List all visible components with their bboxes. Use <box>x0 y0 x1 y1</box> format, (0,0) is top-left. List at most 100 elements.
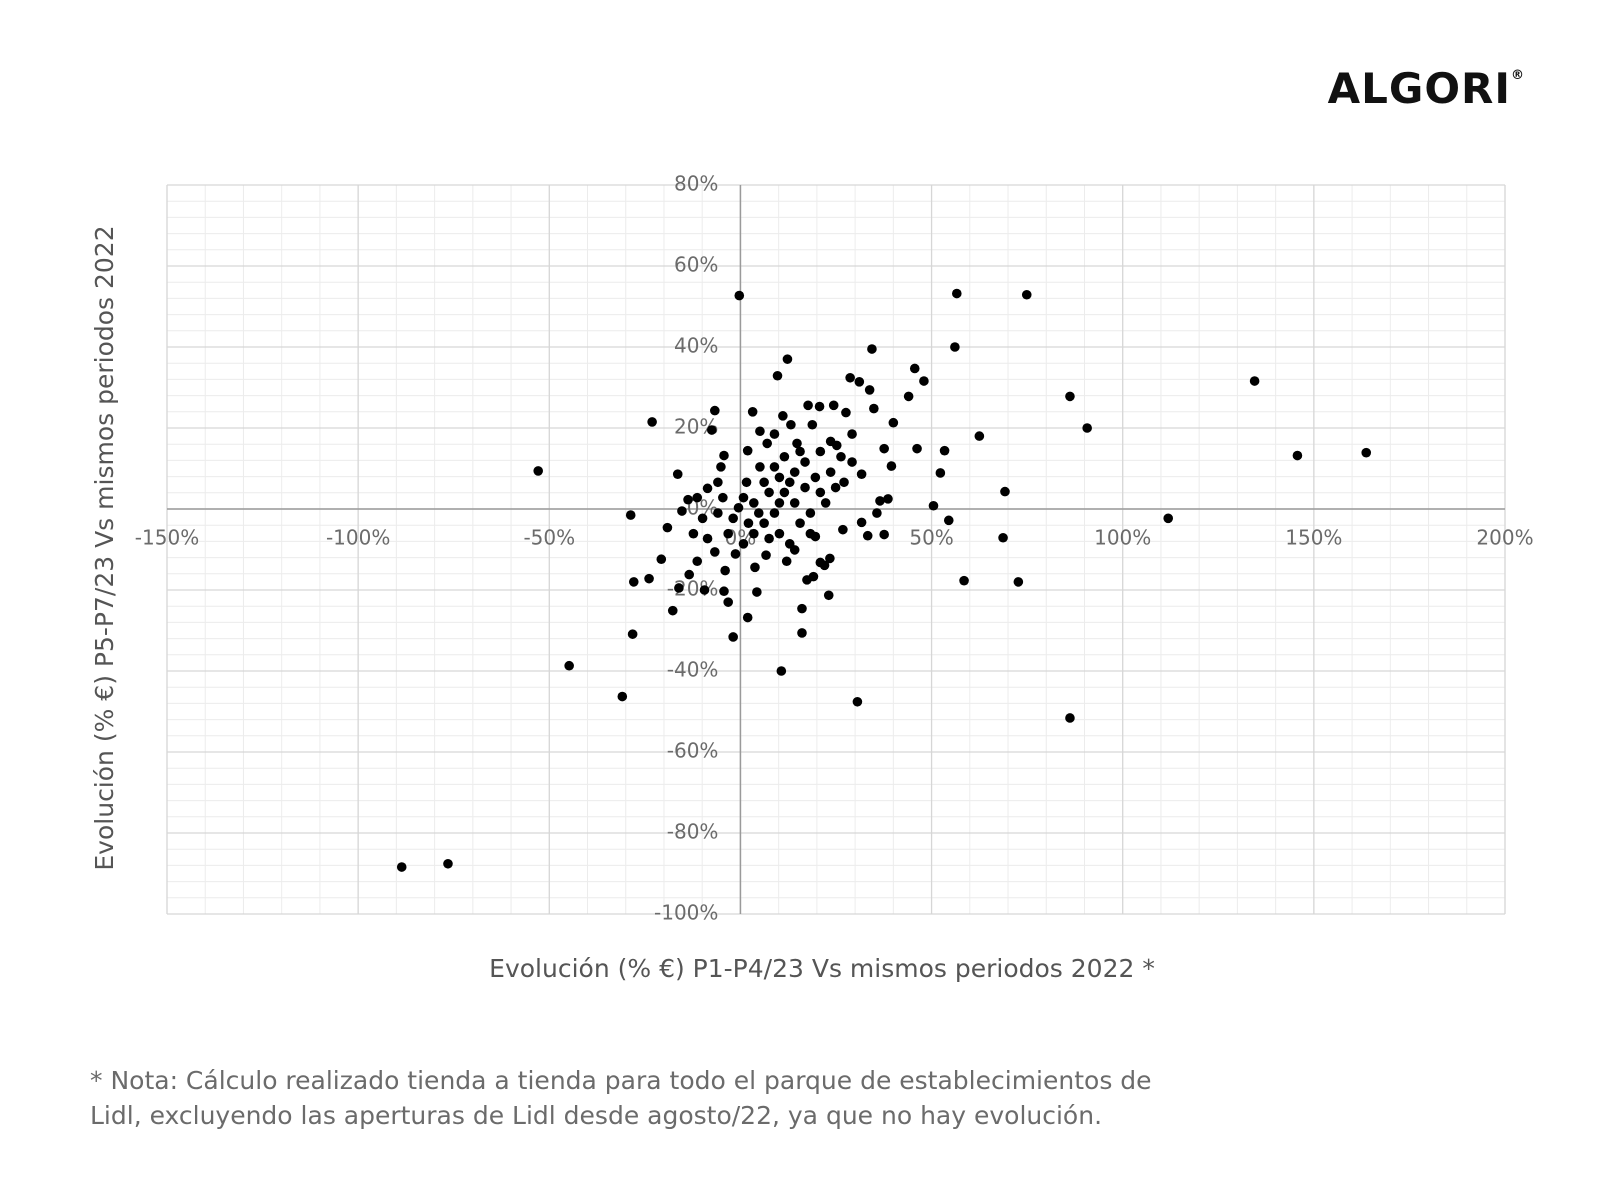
point <box>839 477 849 488</box>
point <box>888 417 899 428</box>
point <box>869 403 879 414</box>
point <box>784 477 795 488</box>
y-tick-label: -60% <box>667 739 719 763</box>
point <box>795 518 805 528</box>
point <box>683 494 693 505</box>
x-tick-label: 200% <box>1476 526 1533 550</box>
point <box>952 288 962 299</box>
point <box>733 502 744 513</box>
point <box>950 342 960 352</box>
point <box>749 498 759 508</box>
point <box>847 457 857 467</box>
point <box>838 524 848 535</box>
point <box>564 660 574 671</box>
point <box>1000 486 1010 497</box>
point <box>743 518 754 528</box>
point <box>1021 289 1032 300</box>
point <box>856 469 867 479</box>
y-tick-label: -80% <box>667 820 719 844</box>
point <box>728 632 738 642</box>
point <box>713 477 723 488</box>
point <box>1082 423 1092 433</box>
point <box>734 290 745 301</box>
point <box>774 528 785 539</box>
logo-mark: ® <box>1511 68 1524 83</box>
point <box>784 539 795 549</box>
point <box>781 556 792 567</box>
point <box>1361 447 1372 458</box>
point <box>797 628 807 638</box>
point <box>786 419 796 430</box>
point <box>730 549 741 559</box>
point <box>713 508 723 518</box>
point <box>625 510 636 520</box>
point <box>879 529 889 540</box>
point <box>847 429 857 439</box>
point <box>749 528 759 539</box>
point <box>716 462 726 472</box>
point <box>820 498 831 508</box>
point <box>779 451 790 462</box>
point <box>753 508 764 518</box>
x-tick-label: 150% <box>1285 526 1342 550</box>
note: * Nota: Cálculo realizado tienda a tiend… <box>90 1063 1152 1133</box>
point <box>864 385 875 395</box>
point <box>702 533 713 544</box>
point <box>656 554 667 565</box>
y-tick-label: 80% <box>674 172 718 196</box>
point <box>662 522 673 533</box>
point <box>723 597 733 607</box>
logo: ALGORI® <box>1328 64 1524 113</box>
point <box>684 569 695 580</box>
point <box>692 492 703 503</box>
point <box>747 407 758 417</box>
point <box>719 450 729 461</box>
point <box>814 401 825 412</box>
point <box>755 462 765 472</box>
point <box>959 575 969 586</box>
point <box>699 585 710 595</box>
point <box>443 858 453 869</box>
point <box>789 498 800 508</box>
point <box>644 573 654 584</box>
point <box>741 477 752 488</box>
point <box>883 494 893 504</box>
x-tick-label: 100% <box>1094 526 1151 550</box>
point <box>738 539 749 549</box>
x-tick-label: 50% <box>909 526 953 550</box>
point <box>836 451 846 462</box>
y-tick-label: 40% <box>674 334 718 358</box>
point <box>628 577 639 587</box>
point <box>815 487 826 498</box>
point <box>879 443 889 454</box>
point <box>778 411 788 421</box>
point <box>852 696 863 707</box>
point <box>830 482 841 493</box>
point <box>764 487 774 498</box>
point <box>841 407 851 418</box>
point <box>795 446 805 457</box>
point <box>667 605 678 616</box>
point <box>672 469 683 479</box>
point <box>396 862 407 872</box>
point <box>779 487 790 498</box>
point <box>692 556 703 567</box>
point <box>774 498 785 508</box>
y-tick-label: -100% <box>654 901 718 925</box>
point <box>702 483 713 494</box>
point <box>710 547 720 557</box>
point <box>774 472 785 483</box>
point <box>688 528 699 539</box>
point <box>854 377 865 387</box>
point <box>792 438 802 449</box>
chart: Evolución (% €) P1-P4/23 Vs mismos perio… <box>90 172 1534 984</box>
point <box>752 587 762 597</box>
point <box>909 363 920 374</box>
point <box>825 436 836 447</box>
point <box>789 467 800 477</box>
point <box>697 513 708 524</box>
point <box>764 533 774 544</box>
point <box>769 429 780 439</box>
point <box>720 565 730 576</box>
point <box>755 426 765 437</box>
